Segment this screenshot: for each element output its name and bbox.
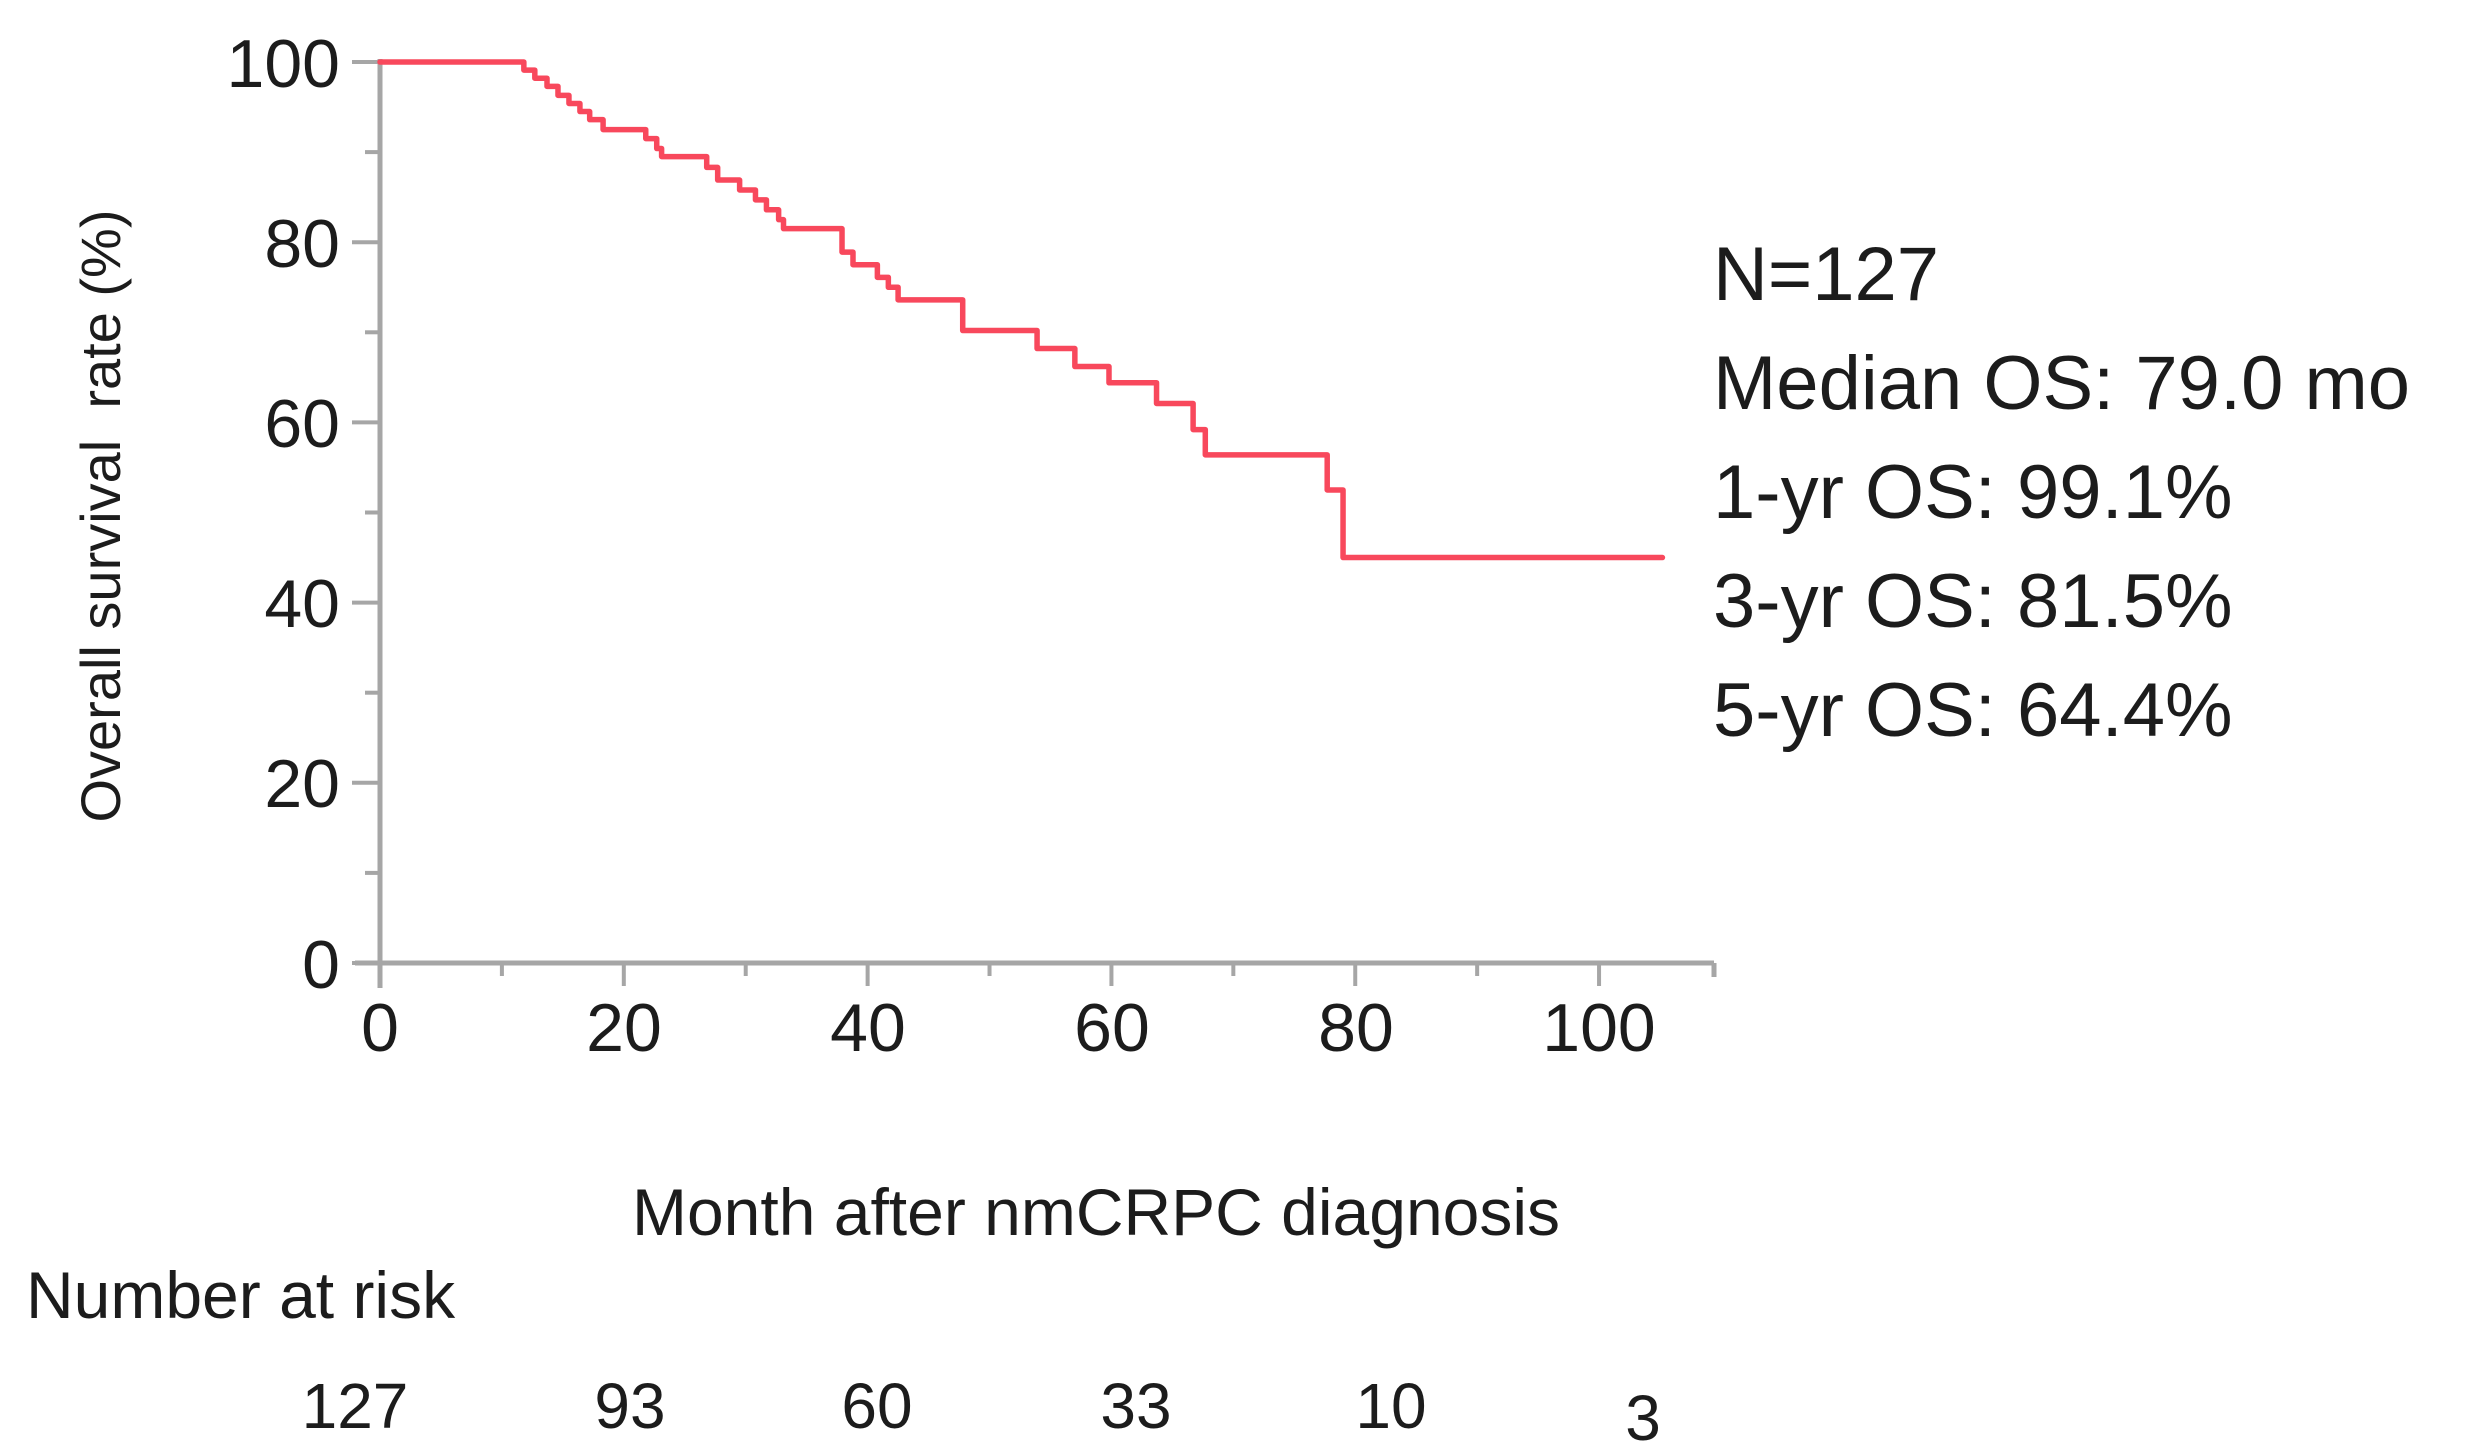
x-tick-label-20: 20 <box>586 990 662 1066</box>
annotation-median-os: Median OS: 79.0 mo <box>1713 341 2410 426</box>
y-tick-label-0: 0 <box>302 927 340 1003</box>
number-at-risk-row: 127 93 60 33 10 3 <box>302 1370 1661 1454</box>
survival-curve <box>377 59 1666 561</box>
y-tick-labels: 100 80 60 40 20 0 <box>227 26 340 1003</box>
x-tick-label-100: 100 <box>1542 990 1655 1066</box>
risk-value-80: 10 <box>1355 1370 1426 1442</box>
risk-value-60: 33 <box>1100 1370 1171 1442</box>
risk-value-100: 3 <box>1625 1382 1661 1454</box>
x-tick-label-60: 60 <box>1074 990 1150 1066</box>
x-tick-label-40: 40 <box>830 990 906 1066</box>
annotation-5yr-os: 5-yr OS: 64.4% <box>1713 668 2233 753</box>
risk-value-20: 93 <box>594 1370 665 1442</box>
y-tick-label-80: 80 <box>264 206 340 282</box>
x-axis-title: Month after nmCRPC diagnosis <box>632 1175 1560 1249</box>
number-at-risk-label: Number at risk <box>26 1258 456 1332</box>
risk-value-40: 60 <box>841 1370 912 1442</box>
x-tick-label-80: 80 <box>1318 990 1394 1066</box>
y-tick-label-100: 100 <box>227 26 340 102</box>
annotation-1yr-os: 1-yr OS: 99.1% <box>1713 450 2233 535</box>
risk-value-0: 127 <box>302 1370 409 1442</box>
stats-annotation: N=127 Median OS: 79.0 mo 1-yr OS: 99.1% … <box>1713 232 2410 753</box>
y-axis-title: Overall survival rate (%) <box>69 209 132 822</box>
annotation-3yr-os: 3-yr OS: 81.5% <box>1713 559 2233 644</box>
annotation-n: N=127 <box>1713 232 1939 317</box>
x-tick-labels: 0 20 40 60 80 100 <box>361 990 1656 1066</box>
y-tick-label-60: 60 <box>264 386 340 462</box>
y-tick-label-20: 20 <box>264 746 340 822</box>
axes <box>352 59 1717 988</box>
x-tick-label-0: 0 <box>361 990 399 1066</box>
y-tick-label-40: 40 <box>264 566 340 642</box>
km-step-path <box>377 59 1666 561</box>
